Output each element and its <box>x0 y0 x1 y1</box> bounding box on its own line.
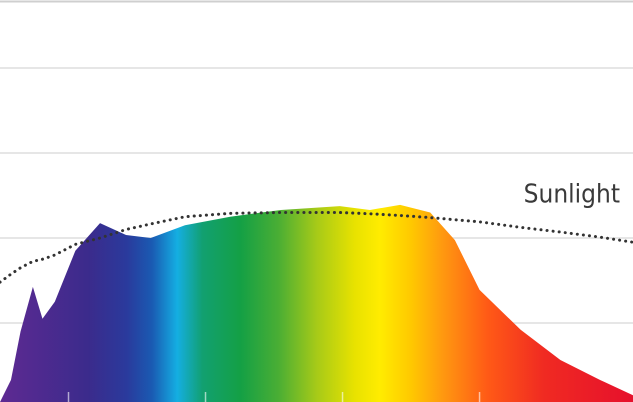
sunlight-line <box>0 211 633 284</box>
series-label: Sunlight <box>524 179 620 209</box>
spectrum-area <box>0 204 633 402</box>
marks: Sunlight <box>0 179 633 402</box>
